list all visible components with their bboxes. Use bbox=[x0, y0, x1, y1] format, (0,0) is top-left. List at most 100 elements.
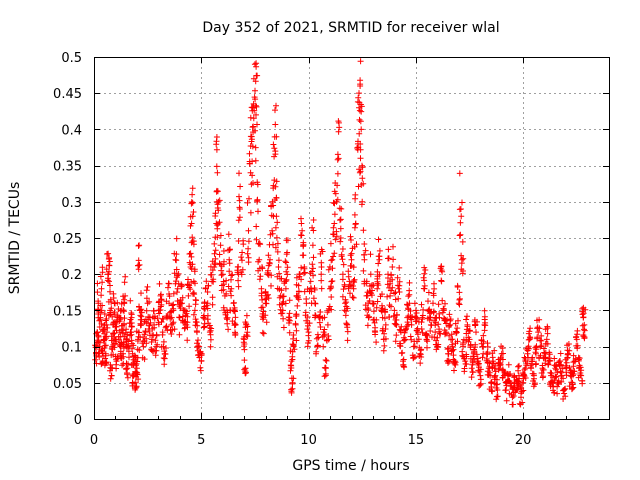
data-point bbox=[229, 318, 236, 325]
data-point bbox=[216, 197, 223, 204]
data-point bbox=[463, 361, 470, 368]
data-point bbox=[252, 102, 259, 109]
data-point bbox=[126, 354, 132, 361]
data-point bbox=[344, 305, 351, 312]
data-point bbox=[242, 370, 249, 376]
data-point bbox=[272, 244, 279, 251]
data-point bbox=[318, 271, 325, 278]
data-point bbox=[257, 241, 264, 248]
data-point bbox=[98, 292, 105, 299]
data-point bbox=[544, 340, 551, 347]
data-point bbox=[489, 360, 495, 367]
data-point bbox=[400, 334, 407, 341]
data-point bbox=[245, 259, 252, 266]
data-point bbox=[321, 326, 328, 333]
data-point bbox=[169, 302, 176, 309]
data-point bbox=[161, 361, 168, 368]
data-point bbox=[263, 319, 270, 326]
data-point bbox=[157, 307, 164, 313]
data-point bbox=[113, 361, 120, 368]
data-point bbox=[382, 335, 389, 342]
x-axis-label: GPS time / hours bbox=[292, 458, 409, 474]
data-point bbox=[332, 190, 339, 197]
data-point bbox=[488, 387, 495, 394]
data-point bbox=[571, 368, 578, 375]
data-point bbox=[135, 242, 142, 249]
data-point bbox=[351, 279, 358, 286]
data-point bbox=[317, 324, 324, 330]
data-point bbox=[236, 197, 243, 204]
data-point bbox=[392, 338, 399, 345]
data-point bbox=[405, 293, 412, 300]
data-point bbox=[570, 363, 577, 370]
data-point bbox=[469, 369, 476, 376]
data-point bbox=[189, 261, 196, 268]
data-point bbox=[275, 264, 282, 270]
data-point bbox=[359, 175, 366, 182]
data-point bbox=[434, 334, 441, 341]
data-point bbox=[357, 146, 364, 153]
data-point bbox=[158, 319, 165, 325]
data-point bbox=[493, 376, 500, 383]
data-point bbox=[337, 217, 343, 224]
data-point bbox=[260, 308, 267, 315]
data-point bbox=[326, 263, 333, 270]
data-point bbox=[430, 290, 437, 297]
data-point bbox=[189, 234, 196, 241]
data-point bbox=[287, 362, 294, 369]
data-point bbox=[201, 306, 208, 313]
data-point bbox=[439, 297, 446, 304]
data-point bbox=[312, 300, 319, 307]
data-point bbox=[499, 374, 506, 381]
data-point bbox=[369, 292, 375, 299]
data-point bbox=[458, 252, 465, 259]
data-point bbox=[273, 133, 280, 140]
data-point bbox=[196, 343, 203, 350]
data-point bbox=[457, 219, 464, 226]
data-point bbox=[558, 369, 565, 376]
data-point bbox=[254, 196, 261, 203]
data-point bbox=[373, 339, 380, 346]
data-point bbox=[185, 276, 191, 283]
data-point bbox=[188, 279, 195, 285]
data-point bbox=[450, 356, 457, 363]
data-point bbox=[92, 356, 99, 363]
data-point bbox=[253, 223, 260, 230]
data-point bbox=[121, 320, 127, 327]
data-point bbox=[425, 289, 432, 296]
data-point bbox=[309, 242, 316, 249]
data-point bbox=[102, 342, 109, 349]
data-point bbox=[570, 372, 576, 379]
data-point bbox=[152, 337, 159, 344]
data-point bbox=[320, 343, 327, 350]
y-tick-label: 0.45 bbox=[53, 87, 82, 102]
data-point bbox=[273, 194, 280, 201]
data-point bbox=[313, 335, 320, 342]
data-point bbox=[516, 362, 522, 369]
data-point bbox=[193, 328, 200, 334]
data-point bbox=[452, 361, 459, 368]
data-point bbox=[398, 323, 405, 330]
data-point bbox=[244, 329, 251, 336]
data-point bbox=[248, 136, 255, 143]
data-point bbox=[536, 354, 543, 361]
data-point bbox=[547, 369, 554, 376]
data-point bbox=[569, 381, 576, 388]
data-point bbox=[283, 276, 290, 283]
data-point bbox=[173, 266, 180, 273]
data-point bbox=[265, 267, 271, 274]
data-point bbox=[418, 326, 425, 332]
data-point bbox=[499, 366, 506, 373]
data-point bbox=[558, 361, 565, 368]
data-point bbox=[165, 284, 171, 291]
data-point bbox=[152, 352, 159, 359]
data-point bbox=[187, 250, 194, 257]
data-point bbox=[499, 345, 506, 352]
data-point bbox=[478, 337, 485, 344]
data-point bbox=[229, 271, 236, 278]
data-point bbox=[513, 386, 519, 392]
data-point bbox=[232, 332, 239, 339]
data-point bbox=[350, 294, 357, 301]
data-point bbox=[273, 178, 280, 185]
data-point bbox=[252, 78, 259, 85]
